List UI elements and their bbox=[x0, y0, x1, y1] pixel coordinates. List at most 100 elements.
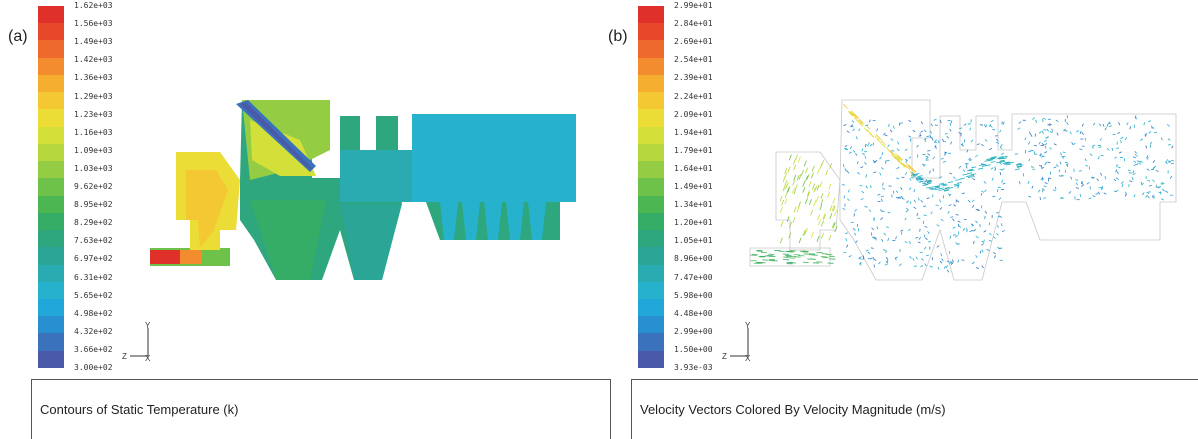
velocity-vector bbox=[967, 173, 972, 174]
colorbar-tick-label: 2.84e+01 bbox=[674, 20, 713, 28]
velocity-vector bbox=[829, 235, 831, 241]
velocity-vector bbox=[950, 123, 951, 126]
velocity-vector bbox=[865, 162, 867, 164]
velocity-vector bbox=[957, 200, 959, 202]
velocity-vector bbox=[794, 207, 796, 213]
colorbar-swatch bbox=[38, 299, 64, 316]
velocity-vector bbox=[909, 188, 911, 190]
velocity-vector bbox=[871, 185, 872, 188]
velocity-vector bbox=[954, 184, 959, 185]
colorbar-swatch bbox=[38, 333, 64, 350]
inlet-hot-zone bbox=[150, 250, 180, 264]
velocity-vector bbox=[984, 181, 986, 183]
velocity-vector bbox=[1000, 130, 1001, 133]
velocity-vector bbox=[809, 181, 811, 187]
velocity-vector bbox=[985, 211, 987, 213]
velocity-vector bbox=[968, 200, 970, 202]
velocity-vector bbox=[1152, 180, 1154, 182]
velocity-vector bbox=[843, 164, 844, 167]
velocity-vector bbox=[923, 185, 928, 186]
velocity-vector bbox=[803, 187, 805, 193]
velocity-vector bbox=[930, 266, 933, 267]
velocity-vector bbox=[968, 177, 973, 178]
colorbar-tick-label: 1.36e+03 bbox=[74, 74, 113, 82]
velocity-vector bbox=[804, 161, 806, 167]
velocity-vector bbox=[1093, 196, 1096, 197]
velocity-vector bbox=[877, 194, 880, 195]
velocity-vector bbox=[1090, 154, 1092, 156]
velocity-vector bbox=[848, 190, 849, 193]
velocity-vector bbox=[927, 198, 930, 199]
velocity-vector bbox=[811, 232, 813, 238]
velocity-vector bbox=[854, 233, 856, 236]
velocity-vector bbox=[914, 189, 915, 192]
velocity-vector bbox=[1032, 118, 1034, 120]
velocity-vector bbox=[886, 257, 888, 259]
velocity-vector bbox=[870, 258, 873, 259]
velocity-vector bbox=[833, 198, 835, 204]
velocity-vector bbox=[1003, 122, 1004, 125]
velocity-vector bbox=[956, 214, 959, 215]
colorbar-swatch bbox=[638, 23, 664, 40]
velocity-vector bbox=[1081, 185, 1083, 187]
colorbar-tick-label: 2.99e+00 bbox=[674, 328, 713, 336]
velocity-vector bbox=[948, 194, 950, 196]
velocity-vector bbox=[981, 244, 983, 246]
colorbar-swatch bbox=[638, 127, 664, 144]
colorbar-swatch bbox=[638, 75, 664, 92]
velocity-vector bbox=[1015, 169, 1020, 170]
velocity-vector bbox=[946, 265, 948, 268]
velocity-vector bbox=[992, 178, 993, 181]
velocity-vector bbox=[793, 217, 795, 223]
velocity-vector bbox=[1103, 124, 1104, 127]
velocity-vector bbox=[1075, 180, 1078, 181]
velocity-vector bbox=[918, 181, 923, 182]
velocity-vector bbox=[980, 125, 983, 126]
velocity-vector bbox=[821, 233, 823, 239]
velocity-vector bbox=[1109, 126, 1112, 127]
velocity-vector bbox=[906, 208, 908, 210]
velocity-vector bbox=[917, 145, 919, 147]
velocity-vector bbox=[783, 186, 785, 192]
velocity-vector bbox=[910, 241, 911, 244]
colorbar-tick-label: 6.31e+02 bbox=[74, 274, 113, 282]
velocity-vector bbox=[852, 120, 854, 122]
velocity-vector bbox=[795, 184, 797, 190]
velocity-vector bbox=[963, 174, 968, 175]
velocity-vector bbox=[877, 226, 878, 229]
velocity-vector bbox=[843, 104, 847, 108]
velocity-vector bbox=[849, 256, 852, 257]
velocity-vector bbox=[900, 123, 903, 124]
panel-label-a: (a) bbox=[8, 28, 28, 46]
velocity-vector bbox=[905, 218, 907, 221]
velocity-vector bbox=[1042, 143, 1044, 145]
velocity-vector bbox=[883, 183, 884, 186]
velocity-vector bbox=[891, 139, 893, 141]
velocity-vector bbox=[1149, 131, 1151, 133]
velocity-vector bbox=[882, 188, 885, 190]
velocity-vector bbox=[1140, 161, 1143, 162]
velocity-vector bbox=[1056, 165, 1058, 167]
velocity-vector bbox=[861, 199, 864, 200]
velocity-vector bbox=[958, 260, 959, 263]
velocity-vector bbox=[1152, 196, 1153, 199]
velocity-vector bbox=[1001, 144, 1003, 146]
velocity-vector bbox=[928, 231, 930, 233]
velocity-vector bbox=[972, 262, 974, 264]
velocity-vector bbox=[1167, 159, 1168, 162]
velocity-vector bbox=[1050, 147, 1052, 150]
velocity-vector bbox=[780, 207, 782, 213]
velocity-vector bbox=[1171, 160, 1174, 161]
colorbar-tick-label: 2.54e+01 bbox=[674, 56, 713, 64]
velocity-vector bbox=[931, 212, 933, 215]
colorbar-swatch bbox=[638, 299, 664, 316]
velocity-vector bbox=[1170, 176, 1172, 178]
velocity-vector bbox=[976, 255, 978, 257]
velocity-vector bbox=[964, 124, 966, 126]
axis-x-label-b: X bbox=[745, 354, 751, 362]
velocity-vector bbox=[877, 129, 878, 132]
velocity-vector bbox=[785, 199, 787, 205]
velocity-vector bbox=[1100, 138, 1102, 140]
velocity-vector bbox=[976, 268, 979, 269]
